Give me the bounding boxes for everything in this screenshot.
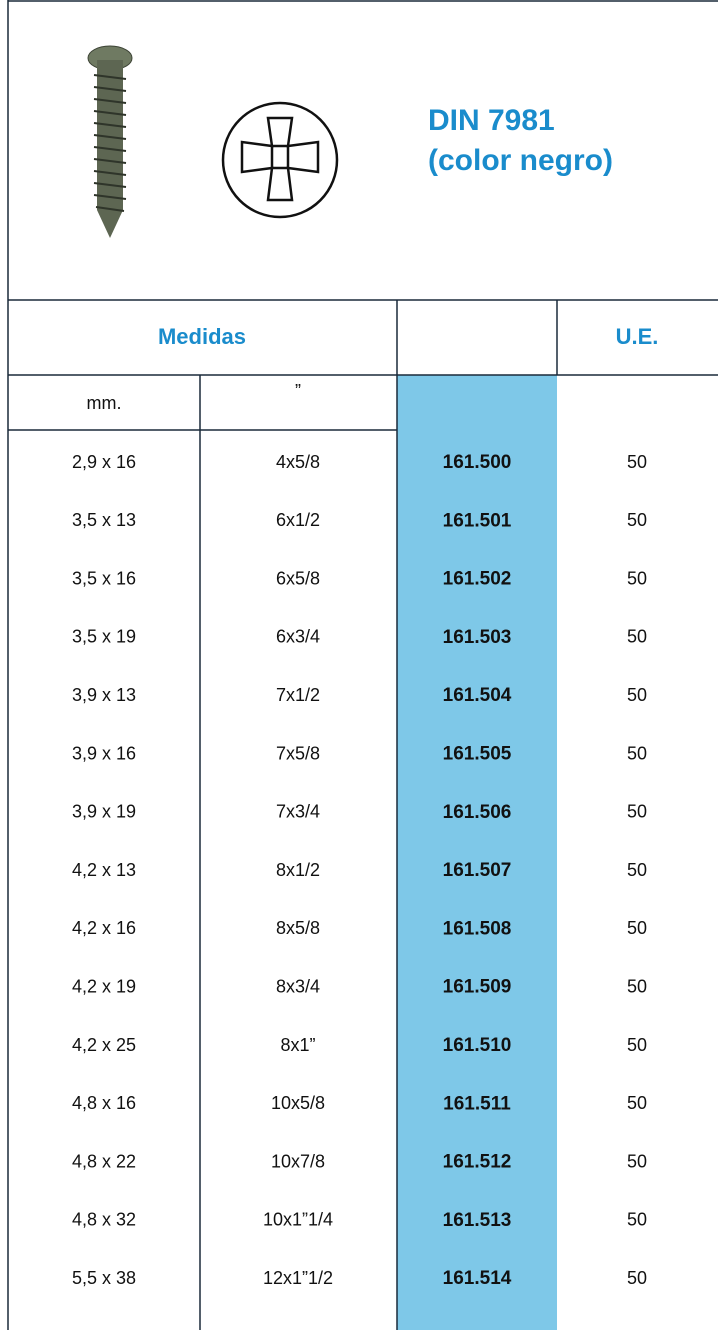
size-mm: 4,2 x 25	[72, 1035, 136, 1055]
product-code: 161.505	[443, 744, 512, 765]
subheader-inch: ”	[295, 381, 301, 401]
product-code: 161.504	[443, 685, 512, 706]
package-units: 50	[627, 510, 647, 530]
size-inch: 7x5/8	[276, 743, 320, 763]
title: DIN 7981	[428, 104, 555, 137]
size-inch: 10x1”1/4	[263, 1210, 333, 1230]
subheader-mm: mm.	[87, 393, 122, 413]
package-units: 50	[627, 860, 647, 880]
package-units: 50	[627, 568, 647, 588]
product-code: 161.500	[443, 452, 512, 473]
product-sheet: DIN 7981 (color negro) Medidas U.E. mm. …	[0, 0, 718, 1330]
package-units: 50	[627, 918, 647, 938]
size-inch: 7x1/2	[276, 685, 320, 705]
size-mm: 4,2 x 16	[72, 918, 136, 938]
size-mm: 3,5 x 16	[72, 568, 136, 588]
size-mm: 3,5 x 19	[72, 627, 136, 647]
size-mm: 5,5 x 38	[72, 1268, 136, 1288]
size-mm: 4,2 x 13	[72, 860, 136, 880]
size-inch: 10x7/8	[271, 1151, 325, 1171]
product-code: 161.506	[443, 802, 512, 823]
package-units: 50	[627, 452, 647, 472]
package-units: 50	[627, 743, 647, 763]
size-mm: 4,8 x 22	[72, 1151, 136, 1171]
header-medidas: Medidas	[158, 324, 246, 349]
size-inch: 8x1/2	[276, 860, 320, 880]
phillips-head-icon	[223, 103, 337, 217]
package-units: 50	[627, 802, 647, 822]
product-code: 161.513	[443, 1210, 512, 1231]
package-units: 50	[627, 1035, 647, 1055]
package-units: 50	[627, 685, 647, 705]
product-code: 161.508	[443, 918, 512, 939]
subtitle: (color negro)	[428, 144, 613, 177]
product-code: 161.511	[443, 1093, 511, 1114]
size-inch: 10x5/8	[271, 1093, 325, 1113]
package-units: 50	[627, 627, 647, 647]
product-code: 161.507	[443, 860, 512, 881]
product-code: 161.509	[443, 977, 512, 998]
size-mm: 4,2 x 19	[72, 976, 136, 996]
product-code: 161.514	[443, 1268, 512, 1289]
size-mm: 4,8 x 32	[72, 1210, 136, 1230]
size-mm: 3,5 x 13	[72, 510, 136, 530]
product-code: 161.503	[443, 627, 512, 648]
package-units: 50	[627, 1093, 647, 1113]
size-mm: 3,9 x 16	[72, 743, 136, 763]
size-inch: 6x5/8	[276, 568, 320, 588]
size-inch: 6x3/4	[276, 627, 320, 647]
package-units: 50	[627, 1151, 647, 1171]
screw-image	[88, 46, 132, 238]
size-inch: 7x3/4	[276, 802, 320, 822]
size-inch: 6x1/2	[276, 510, 320, 530]
product-code: 161.512	[443, 1152, 512, 1173]
package-units: 50	[627, 1210, 647, 1230]
size-mm: 3,9 x 13	[72, 685, 136, 705]
package-units: 50	[627, 976, 647, 996]
size-mm: 4,8 x 16	[72, 1093, 136, 1113]
product-code: 161.510	[443, 1035, 512, 1056]
size-mm: 2,9 x 16	[72, 452, 136, 472]
page: {"header": {"title": "DIN 7981", "subtit…	[0, 0, 718, 1330]
product-code: 161.501	[443, 510, 512, 531]
product-code: 161.502	[443, 569, 512, 590]
size-mm: 3,9 x 19	[72, 802, 136, 822]
size-inch: 8x1”	[280, 1035, 315, 1055]
size-inch: 4x5/8	[276, 452, 320, 472]
size-inch: 8x5/8	[276, 918, 320, 938]
size-inch: 8x3/4	[276, 976, 320, 996]
header-ue: U.E.	[616, 324, 659, 349]
size-inch: 12x1”1/2	[263, 1268, 333, 1288]
package-units: 50	[627, 1268, 647, 1288]
